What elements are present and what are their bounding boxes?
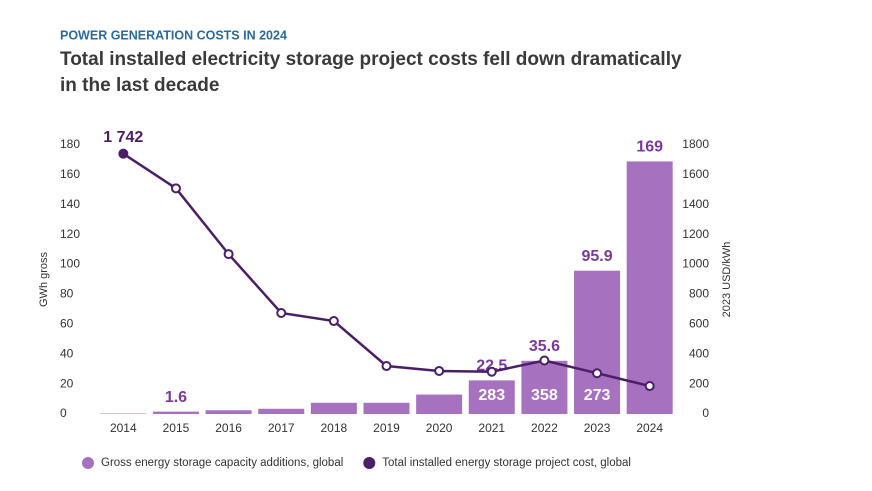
y2-tick-label: 200 <box>689 376 709 390</box>
x-tick-label: 2024 <box>636 421 663 435</box>
legend-label: Total installed energy storage project c… <box>382 457 631 469</box>
line-point <box>434 365 445 376</box>
x-tick-label: 2014 <box>110 421 137 435</box>
line-point <box>276 307 287 318</box>
bar <box>521 360 568 414</box>
bar <box>152 411 199 414</box>
x-tick-label: 2023 <box>584 421 611 435</box>
y-axis-label: GWh gross <box>38 251 50 307</box>
y-tick-label: 160 <box>60 167 80 181</box>
x-tick-label: 2018 <box>321 421 348 435</box>
chart-title-text: Total installed electricity storage proj… <box>60 49 682 96</box>
y-tick-label: 0 <box>60 406 67 420</box>
bar <box>468 380 515 414</box>
bar <box>416 394 463 414</box>
y2-tick-label: 600 <box>689 317 709 331</box>
title-line: in the last decade <box>60 75 219 96</box>
bar <box>205 410 252 414</box>
line-point <box>486 366 497 377</box>
y2-axis-label: 2023 USD/kWh <box>721 242 733 318</box>
x-tick-label: 2022 <box>531 421 558 435</box>
y-tick-label: 120 <box>60 227 80 241</box>
bar-value-label: 35.6 <box>529 338 560 355</box>
x-tick-label: 2021 <box>478 421 505 435</box>
y2-tick-label: 0 <box>702 406 709 420</box>
line-value-label: 273 <box>584 387 611 404</box>
bar <box>626 161 673 414</box>
legend-swatch <box>82 457 94 469</box>
bar <box>574 270 621 414</box>
line-value-label: 358 <box>531 387 558 404</box>
line-point <box>223 249 234 260</box>
x-tick-label: 2016 <box>215 421 242 435</box>
y-tick-label: 140 <box>60 197 80 211</box>
y2-tick-label: 400 <box>689 346 709 360</box>
line-value-label: 1 742 <box>103 129 143 146</box>
y2-tick-label: 800 <box>689 287 709 301</box>
y2-tick-label: 1800 <box>682 137 709 151</box>
line-point <box>644 381 655 392</box>
legend-swatch <box>363 457 376 469</box>
bar <box>363 402 410 414</box>
line-point <box>592 368 603 379</box>
line-point <box>539 355 550 366</box>
line-point <box>170 183 181 194</box>
line-point <box>381 361 392 372</box>
y-tick-label: 180 <box>60 137 80 151</box>
line-point <box>118 148 129 159</box>
x-tick-label: 2019 <box>373 421 400 435</box>
chart-title: Total installed electricity storage proj… <box>60 49 682 96</box>
bar-value-label: 1.6 <box>165 389 187 406</box>
y2-tick-label: 1400 <box>682 197 709 211</box>
x-tick-label: 2015 <box>163 421 190 435</box>
line <box>122 152 650 388</box>
y-tick-label: 20 <box>60 376 74 390</box>
y-tick-label: 80 <box>60 287 74 301</box>
y2-tick-label: 1600 <box>682 167 709 181</box>
bar-value-label: 169 <box>636 139 663 156</box>
chart-kicker: POWER GENERATION COSTS IN 2024 <box>60 28 287 42</box>
y2-tick-label: 1200 <box>682 227 709 241</box>
x-tick-label: 2020 <box>426 421 453 435</box>
y-tick-label: 100 <box>60 257 80 271</box>
line-value-label: 283 <box>478 387 505 404</box>
bar-value-label: 95.9 <box>581 248 612 265</box>
y-tick-label: 60 <box>60 317 74 331</box>
bar <box>310 402 357 414</box>
line-point <box>328 316 339 327</box>
bar <box>258 408 305 414</box>
y2-tick-label: 1000 <box>682 257 709 271</box>
y-tick-label: 40 <box>60 346 74 360</box>
title-line: Total installed electricity storage proj… <box>60 49 682 70</box>
x-tick-label: 2017 <box>268 421 295 435</box>
legend-label: Gross energy storage capacity additions,… <box>101 457 343 469</box>
